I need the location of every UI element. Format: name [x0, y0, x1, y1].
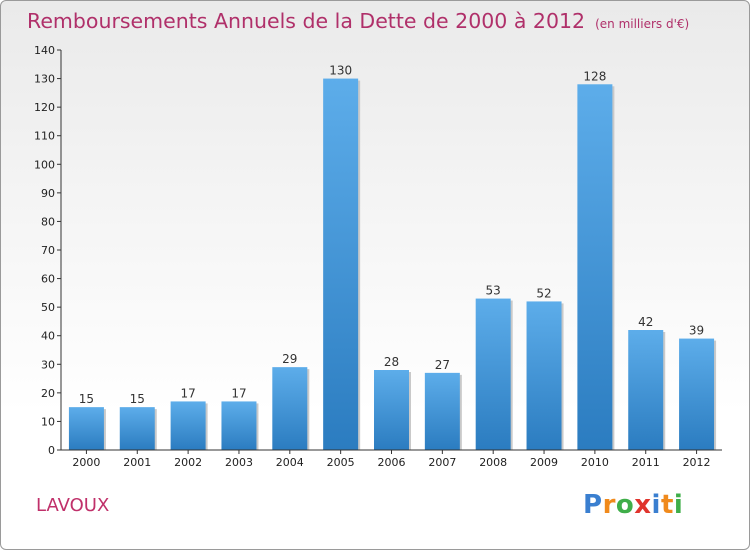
y-tick-label-30: 30	[41, 358, 55, 371]
x-tick-label-2006: 2006	[378, 456, 406, 469]
logo-letter: t	[660, 490, 674, 520]
logo-letter: P	[583, 490, 603, 520]
x-tick-label-2007: 2007	[428, 456, 456, 469]
bar-2005	[323, 78, 359, 451]
y-tick-label-10: 10	[41, 415, 55, 428]
x-tick-label-2003: 2003	[225, 456, 253, 469]
bar-2004	[272, 367, 308, 450]
data-label-2004: 29	[282, 352, 297, 366]
chart-title: Remboursements Annuels de la Dette de 20…	[27, 9, 689, 33]
x-tick-label-2001: 2001	[123, 456, 151, 469]
proxiti-logo: Proxiti	[583, 490, 683, 520]
bar-2001	[119, 407, 155, 450]
x-tick-label-2008: 2008	[479, 456, 507, 469]
commune-name: LAVOUX	[36, 495, 110, 516]
x-tick-label-2005: 2005	[327, 456, 355, 469]
data-label-2012: 39	[689, 324, 704, 338]
bar-2009	[526, 301, 562, 450]
bar-2011	[628, 330, 664, 450]
y-tick-label-100: 100	[34, 158, 55, 171]
y-tick-label-130: 130	[34, 73, 55, 86]
bar-2010	[577, 84, 613, 451]
y-tick-label-0: 0	[48, 444, 55, 457]
y-tick-label-20: 20	[41, 387, 55, 400]
logo-letter: o	[615, 490, 635, 520]
unit-note: (en milliers d'€)	[595, 17, 690, 31]
bar-2006	[374, 370, 409, 450]
data-label-2005: 130	[329, 64, 352, 78]
x-tick-label-2012: 2012	[683, 456, 711, 469]
title-text: Remboursements Annuels de la Dette de 20…	[27, 9, 586, 33]
logo-letter: r	[602, 490, 616, 520]
data-label-2006: 28	[384, 355, 399, 369]
logo-letter: x	[634, 490, 652, 520]
data-label-2008: 53	[486, 284, 501, 298]
bar-2007	[424, 372, 460, 450]
y-tick-label-70: 70	[41, 244, 55, 257]
data-label-2007: 27	[435, 358, 450, 372]
x-tick-label-2009: 2009	[530, 456, 558, 469]
axis-layer: 2000 2001 2002 2003 2004 2005 2006 2007 2008 2009…	[34, 44, 722, 469]
data-label-2001: 15	[130, 392, 145, 406]
logo-letter: i	[673, 490, 684, 520]
y-tick-label-110: 110	[34, 130, 55, 143]
y-tick-label-60: 60	[41, 273, 55, 286]
x-tick-label-2002: 2002	[174, 456, 202, 469]
y-tick-label-50: 50	[41, 301, 55, 314]
x-tick-label-2004: 2004	[276, 456, 304, 469]
y-tick-label-120: 120	[34, 101, 55, 114]
y-tick-label-140: 140	[34, 44, 55, 57]
data-label-2011: 42	[638, 315, 653, 329]
data-label-2009: 52	[536, 286, 551, 300]
y-tick-label-40: 40	[41, 330, 55, 343]
y-tick-label-90: 90	[41, 187, 55, 200]
bar-2000	[68, 407, 104, 450]
x-tick-label-2010: 2010	[581, 456, 609, 469]
bar-2003	[221, 401, 257, 450]
data-label-2002: 17	[180, 386, 195, 400]
bar-2002	[170, 401, 206, 450]
x-tick-label-2000: 2000	[72, 456, 100, 469]
logo-letter: i	[651, 490, 661, 520]
bar-2008	[475, 298, 511, 450]
bars-layer: 15 15 17 17 29 130 28 27 53 52 128 42 39	[68, 64, 717, 451]
x-tick-label-2011: 2011	[632, 456, 660, 469]
data-label-2010: 128	[583, 69, 606, 83]
data-label-2000: 15	[79, 392, 94, 406]
data-label-2003: 17	[231, 386, 246, 400]
bar-2012	[679, 338, 715, 450]
y-tick-label-80: 80	[41, 215, 55, 228]
